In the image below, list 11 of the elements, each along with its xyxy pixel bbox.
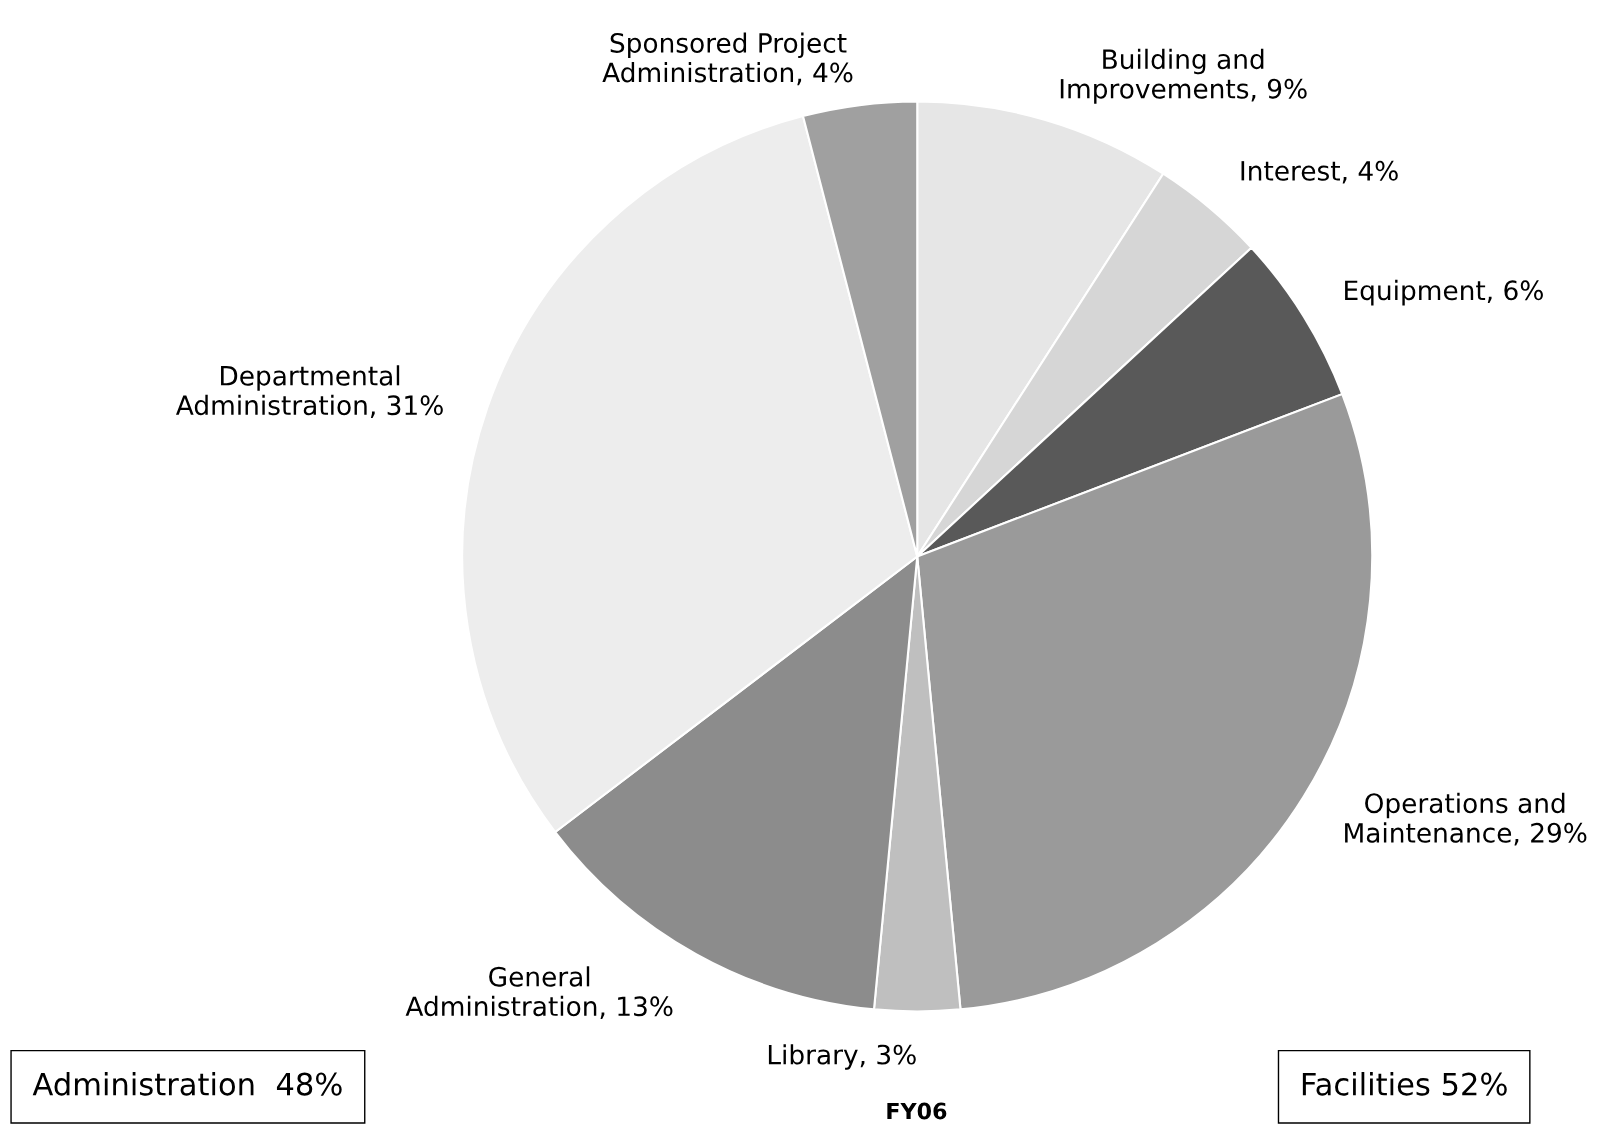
text: Facilities 52% [1302, 1072, 1507, 1096]
slice-label: Operations and Maintenance, 29% [1345, 792, 1587, 846]
text: FY06 [887, 1102, 947, 1120]
slice-label: Interest, 4% [1241, 160, 1398, 184]
slice-label: Sponsored Project Administration, 4% [602, 32, 853, 86]
slice-label: General Administration, 13% [405, 966, 673, 1019]
text: Administration 48% [32, 1072, 342, 1096]
slice-label: Building and Improvements, 9% [1060, 48, 1307, 104]
slice-label: Library, 3% [768, 1044, 916, 1070]
slice-label: Departmental Administration, 31% [175, 365, 443, 418]
slice-label: Equipment, 6% [1345, 279, 1543, 306]
